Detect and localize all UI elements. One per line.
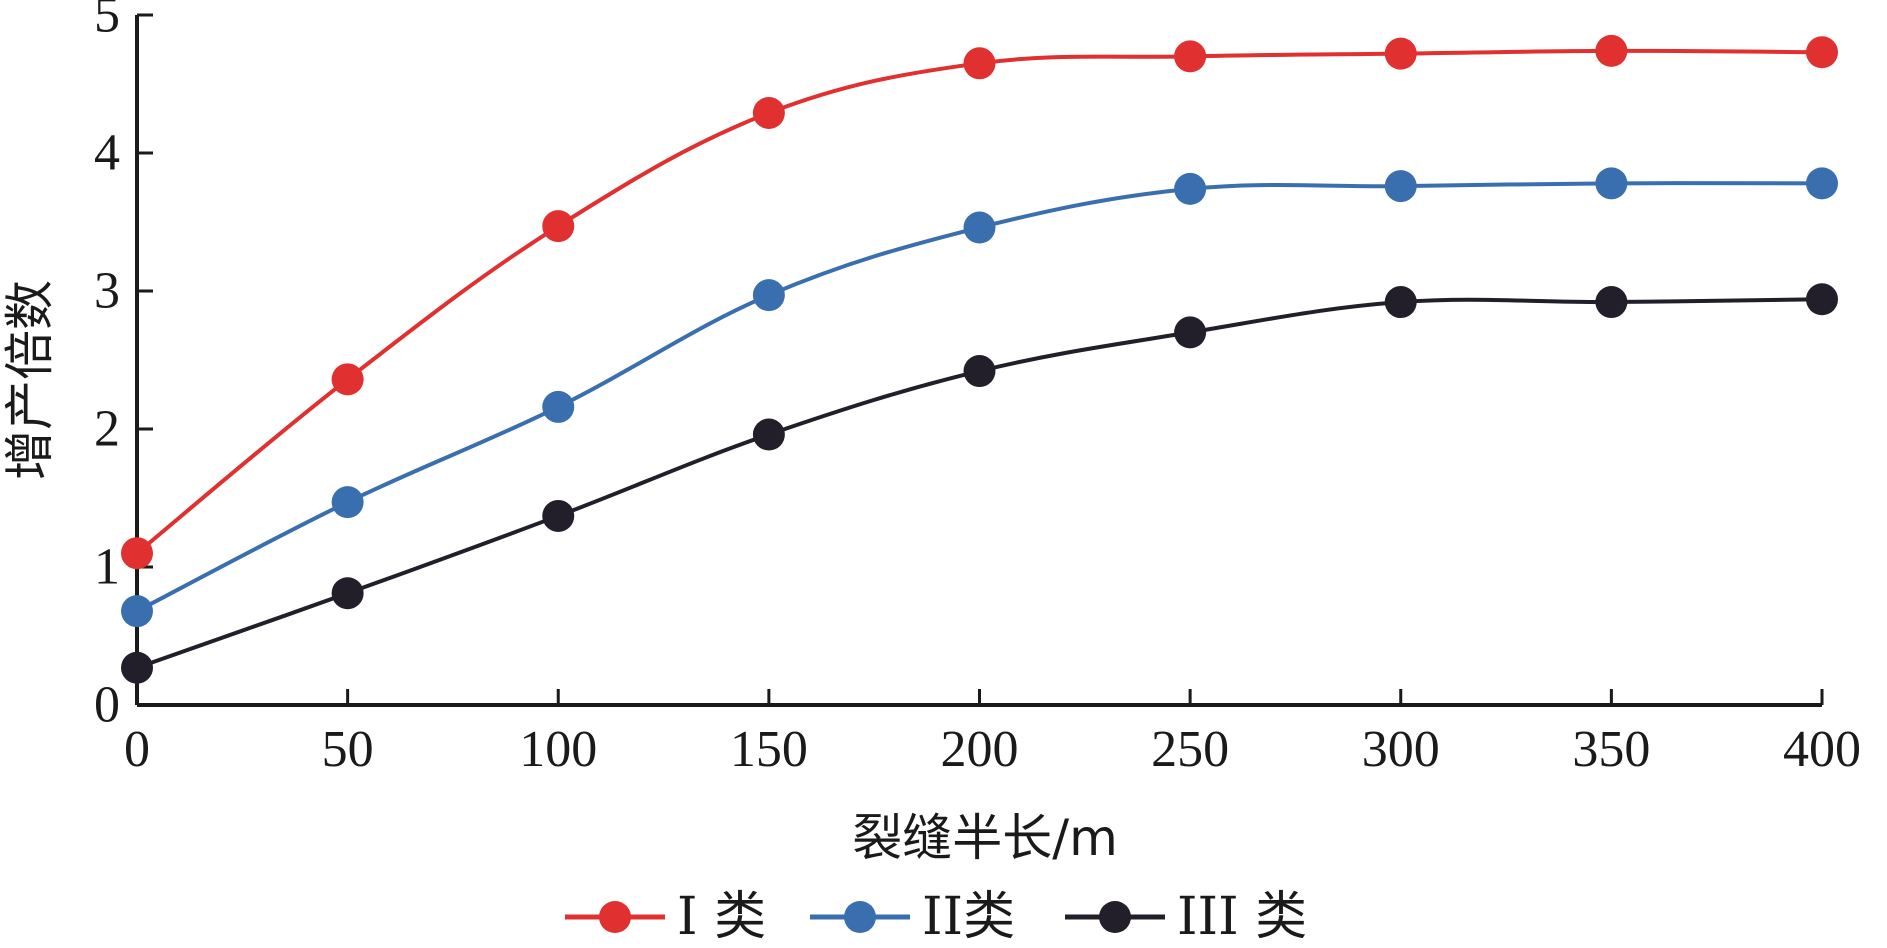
y-tick-label: 5 xyxy=(94,0,120,44)
x-tick-label: 100 xyxy=(519,721,597,778)
data-point xyxy=(963,355,996,388)
data-point xyxy=(1174,316,1207,349)
x-tick-label: 250 xyxy=(1151,721,1229,778)
legend-marker-2 xyxy=(844,901,876,933)
data-point xyxy=(1384,170,1417,203)
data-point xyxy=(1384,286,1417,319)
data-point xyxy=(1806,283,1838,316)
data-point xyxy=(1595,167,1628,200)
data-point xyxy=(1806,36,1838,69)
data-point xyxy=(963,211,996,244)
legend-label-3: III 类 xyxy=(1177,887,1307,947)
data-point xyxy=(331,486,364,519)
x-tick-label: 50 xyxy=(322,721,374,778)
data-point xyxy=(752,418,785,451)
data-point xyxy=(963,47,996,80)
y-tick-label: 1 xyxy=(94,539,120,596)
data-point xyxy=(542,499,575,532)
x-tick-label: 300 xyxy=(1362,721,1440,778)
series-line-1 xyxy=(135,48,1823,555)
x-axis-title: 裂缝半长/m xyxy=(852,809,1118,867)
series-line-2 xyxy=(136,181,1823,613)
series-points xyxy=(121,34,1838,684)
data-point xyxy=(752,279,785,312)
y-tick-label: 3 xyxy=(94,263,120,320)
data-point xyxy=(542,390,575,423)
data-point xyxy=(752,96,785,129)
legend-marker-3 xyxy=(1099,901,1131,933)
legend-label-2: II类 xyxy=(922,887,1015,947)
legend-marker-1 xyxy=(599,901,631,933)
data-point xyxy=(331,577,364,610)
data-point xyxy=(1806,167,1838,200)
x-tick-label: 400 xyxy=(1783,721,1861,778)
x-tick-label: 150 xyxy=(730,721,808,778)
data-point xyxy=(1174,40,1207,73)
x-tick-label: 0 xyxy=(124,721,150,778)
y-tick-label: 2 xyxy=(94,401,120,458)
x-tick-label: 350 xyxy=(1572,721,1650,778)
data-point xyxy=(542,210,575,243)
x-tick-label: 200 xyxy=(941,721,1019,778)
data-point xyxy=(1595,286,1628,319)
data-point xyxy=(331,363,364,396)
data-point xyxy=(121,651,153,684)
y-tick-label: 0 xyxy=(94,677,120,734)
data-point xyxy=(1595,34,1628,67)
data-point xyxy=(121,537,153,570)
y-axis-title: 增产倍数 xyxy=(1,280,59,480)
legend-label-1: I 类 xyxy=(677,887,766,947)
data-point xyxy=(1384,37,1417,70)
data-point xyxy=(1174,172,1207,205)
y-ticks: 0 1 2 3 4 5 xyxy=(94,0,153,734)
x-ticks: 0 50 100 150 200 250 300 350 400 xyxy=(124,689,1861,778)
y-tick-label: 4 xyxy=(94,125,120,182)
data-point xyxy=(121,595,153,628)
legend: I 类 II类 III 类 xyxy=(565,887,1307,947)
